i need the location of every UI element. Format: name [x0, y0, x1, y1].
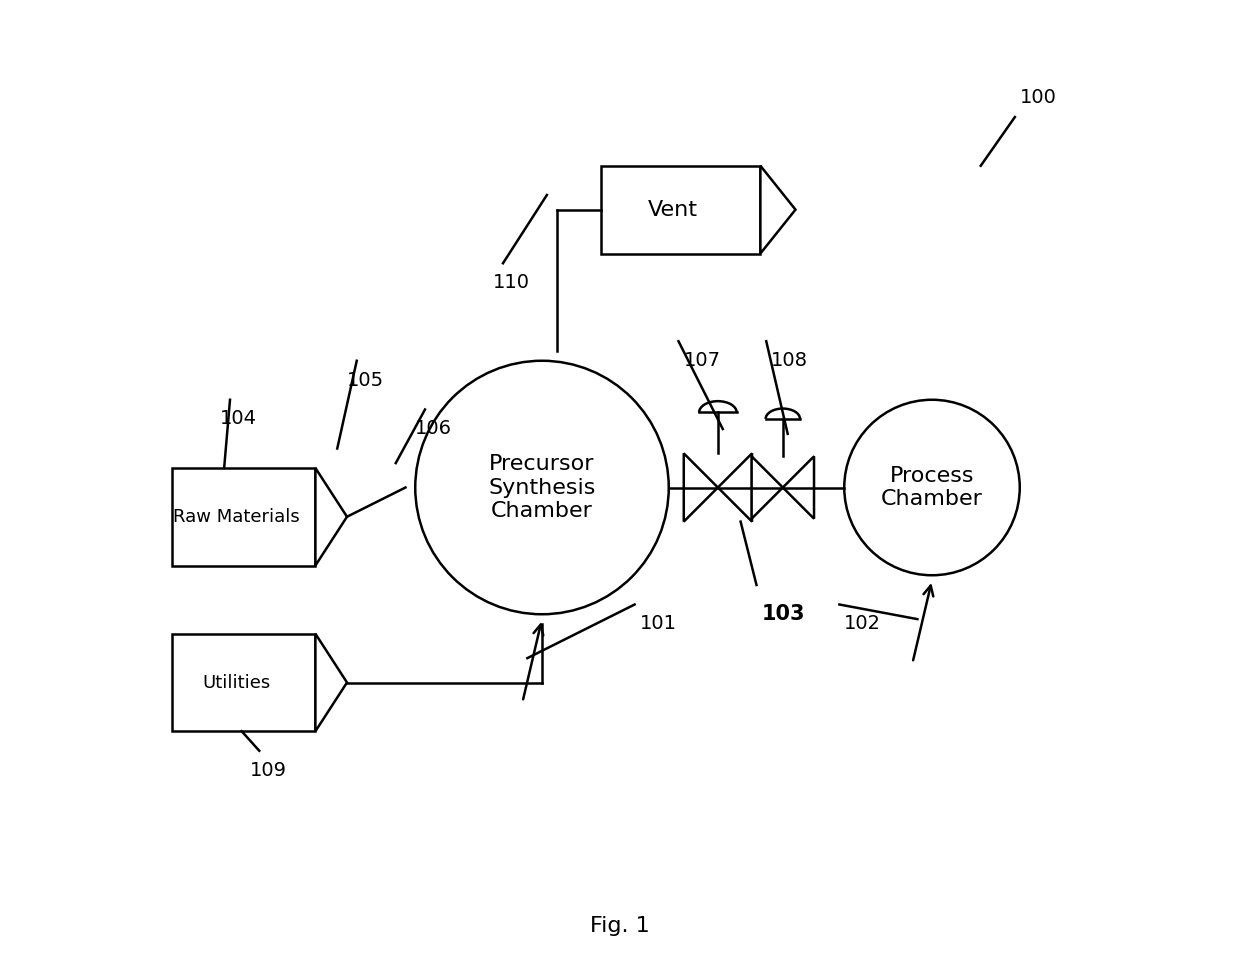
Text: Fig. 1: Fig. 1 [590, 916, 650, 936]
Text: 106: 106 [415, 419, 453, 438]
Text: 101: 101 [640, 614, 677, 633]
Polygon shape [718, 453, 751, 522]
Text: 104: 104 [221, 410, 257, 428]
Text: 105: 105 [347, 370, 384, 389]
Text: Utilities: Utilities [202, 674, 270, 691]
Text: 109: 109 [249, 760, 286, 779]
Polygon shape [782, 456, 813, 519]
Text: Process
Chamber: Process Chamber [882, 466, 983, 509]
Text: 100: 100 [1019, 88, 1056, 107]
Polygon shape [683, 453, 718, 522]
FancyBboxPatch shape [171, 634, 315, 731]
Polygon shape [751, 456, 782, 519]
Polygon shape [315, 634, 347, 731]
Text: Vent: Vent [647, 200, 697, 219]
Polygon shape [315, 468, 347, 566]
Text: 102: 102 [844, 614, 882, 633]
Text: 108: 108 [771, 351, 808, 370]
FancyBboxPatch shape [171, 468, 315, 566]
Text: Raw Materials: Raw Materials [172, 508, 300, 526]
FancyBboxPatch shape [600, 166, 760, 254]
Polygon shape [760, 166, 796, 254]
Text: 110: 110 [494, 273, 531, 292]
Text: Precursor
Synthesis
Chamber: Precursor Synthesis Chamber [489, 454, 595, 521]
Text: 103: 103 [761, 604, 805, 625]
Text: 107: 107 [683, 351, 720, 370]
